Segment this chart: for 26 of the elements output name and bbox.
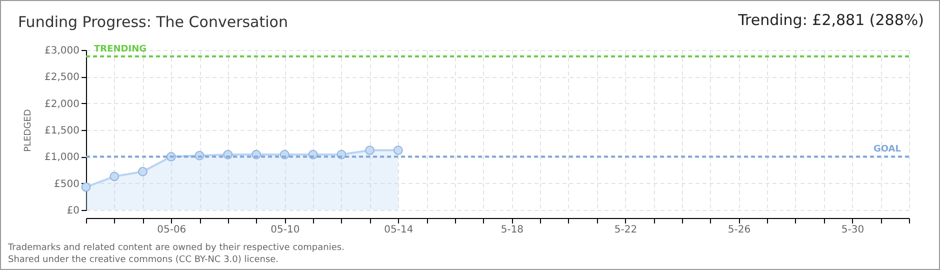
y-tick-label: £2,500	[44, 72, 80, 84]
y-axis-title: PLEDGED	[24, 109, 34, 152]
ref-line-label: TRENDING	[94, 44, 146, 54]
point	[138, 166, 148, 176]
x-tick-label: 05-06	[157, 224, 186, 236]
point	[110, 172, 120, 182]
point	[393, 146, 403, 155]
text: Trademarks and related content are owned by their respective companies.	[8, 242, 344, 254]
x-tick-label: 5-30	[841, 224, 864, 236]
y-tick-label: £1,500	[44, 126, 80, 136]
y-tick-label: £0	[66, 206, 80, 216]
x-tick-label: 05-14	[384, 224, 414, 236]
y-tick-label: £500	[54, 178, 80, 190]
x-tick-label: 5-22	[614, 224, 638, 236]
text: Shared under the creative commons (CC BY-NC 3.0) license.	[8, 254, 280, 266]
y-tick-label: £1,000	[44, 152, 80, 164]
x-tick-label: 05-10	[270, 224, 300, 236]
chart-subtitle: Trending: £2,881 (288%)	[738, 11, 924, 29]
chart-title: Funding Progress: The Conversation	[18, 13, 288, 31]
y-tick-label: £3,000	[44, 46, 80, 56]
point	[365, 146, 374, 155]
ref-line-label: GOAL	[874, 144, 902, 155]
point	[81, 182, 91, 192]
y-tick-label: £2,000	[44, 98, 80, 110]
x-tick-label: 5-18	[500, 224, 524, 236]
x-tick-label: 5-26	[728, 224, 751, 236]
